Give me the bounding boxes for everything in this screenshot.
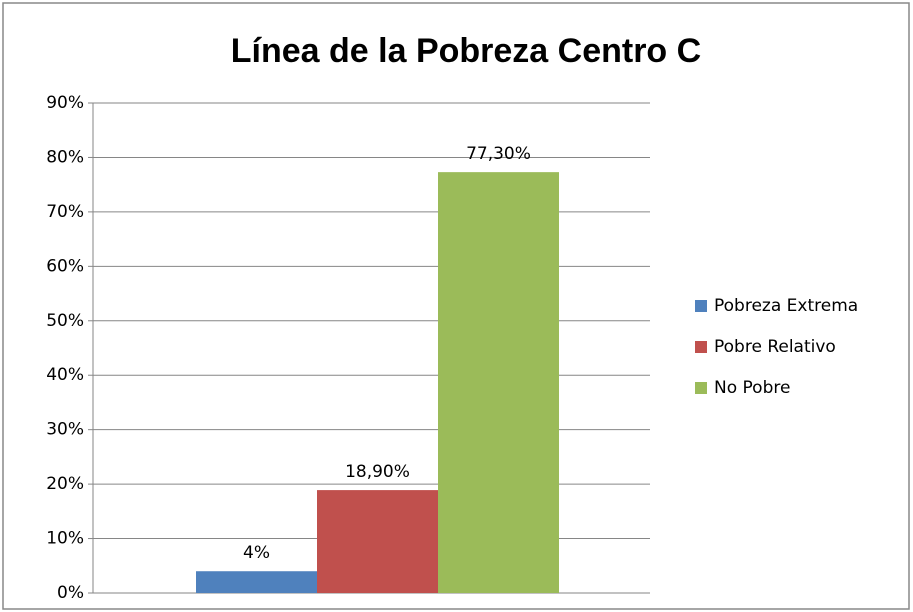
legend-label: No Pobre [714, 378, 790, 398]
y-tick-label: 20% [46, 474, 84, 494]
legend-label: Pobre Relativo [714, 337, 836, 357]
bar [317, 490, 438, 593]
data-label: 4% [243, 543, 270, 563]
y-tick-label: 60% [46, 256, 84, 276]
bar [438, 172, 559, 593]
y-tick-label: 10% [46, 529, 84, 549]
data-label: 77,30% [466, 144, 531, 164]
legend-swatch [695, 382, 707, 394]
y-tick-label: 50% [46, 311, 84, 331]
y-tick-label: 0% [57, 583, 84, 603]
y-tick-label: 90% [46, 93, 84, 113]
legend-swatch [695, 300, 707, 312]
y-tick-label: 40% [46, 365, 84, 385]
legend-label: Pobreza Extrema [714, 296, 858, 316]
chart-title: Línea de la Pobreza Centro C [231, 32, 701, 70]
y-tick-label: 70% [46, 202, 84, 222]
bar [196, 571, 317, 593]
y-tick-label: 80% [46, 147, 84, 167]
y-tick-label: 30% [46, 420, 84, 440]
data-label: 18,90% [345, 462, 410, 482]
legend-swatch [695, 341, 707, 353]
